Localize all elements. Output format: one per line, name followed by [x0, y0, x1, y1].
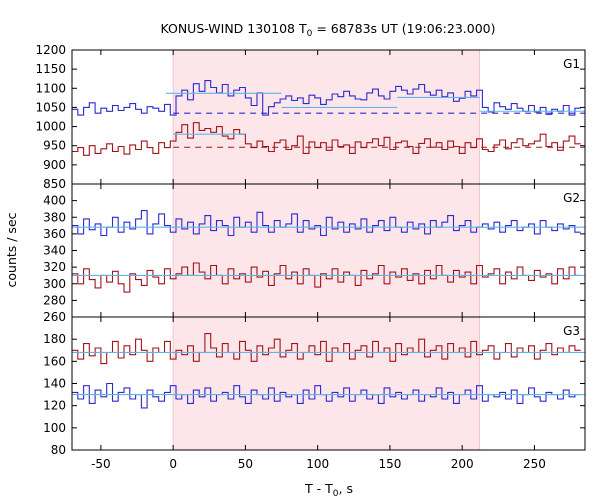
- y-tick-label-g2: 360: [43, 227, 66, 241]
- x-tick-label: -50: [91, 457, 111, 471]
- y-tick-label-g1: 1150: [35, 62, 66, 76]
- shaded-interval-g2: [173, 184, 480, 317]
- panel-label-g3: G3: [563, 324, 580, 338]
- y-tick-label-g2: 260: [43, 310, 66, 324]
- series-red-g2: [72, 262, 581, 293]
- x-tick-label: 200: [451, 457, 474, 471]
- panel-label-g1: G1: [563, 57, 580, 71]
- y-tick-label-g3: 160: [43, 354, 66, 368]
- y-tick-label-g1: 1000: [35, 120, 66, 134]
- shaded-interval-g3: [173, 317, 480, 450]
- series-blue-g1: [72, 80, 581, 116]
- y-tick-label-g3: 180: [43, 332, 66, 346]
- x-tick-label: 100: [306, 457, 329, 471]
- y-tick-label-g1: 850: [43, 177, 66, 191]
- y-tick-label-g3: 120: [43, 399, 66, 413]
- y-tick-label-g1: 950: [43, 139, 66, 153]
- y-tick-label-g2: 340: [43, 244, 66, 258]
- x-tick-label: 250: [523, 457, 546, 471]
- y-tick-label-g3: 140: [43, 377, 66, 391]
- y-tick-label-g2: 380: [43, 210, 66, 224]
- series-blue-g3: [72, 382, 581, 409]
- y-tick-label-g2: 300: [43, 277, 66, 291]
- y-tick-label-g2: 280: [43, 293, 66, 307]
- x-tick-label: 50: [238, 457, 253, 471]
- chart-title: KONUS-WIND 130108 T0 = 68783s UT (19:06:…: [160, 21, 495, 39]
- panel-label-g2: G2: [563, 191, 580, 205]
- y-axis-label: counts / sec: [4, 212, 19, 287]
- shaded-interval-g1: [173, 50, 480, 184]
- series-red-g1: [72, 122, 581, 156]
- series-blue-g2: [72, 210, 581, 237]
- y-tick-label-g1: 1100: [35, 81, 66, 95]
- y-tick-label-g2: 400: [43, 194, 66, 208]
- y-tick-label-g1: 1200: [35, 43, 66, 57]
- series-red-g3: [72, 333, 581, 365]
- x-tick-label: 150: [378, 457, 401, 471]
- x-axis-label: T - T0, s: [304, 481, 353, 499]
- y-tick-label-g3: 100: [43, 421, 66, 435]
- y-tick-label-g1: 900: [43, 158, 66, 172]
- y-tick-label-g3: 80: [51, 443, 66, 457]
- plot-area: G185090095010001050110011501200G22602803…: [35, 43, 586, 471]
- y-tick-label-g2: 320: [43, 260, 66, 274]
- x-tick-label: 0: [169, 457, 177, 471]
- y-tick-label-g1: 1050: [35, 100, 66, 114]
